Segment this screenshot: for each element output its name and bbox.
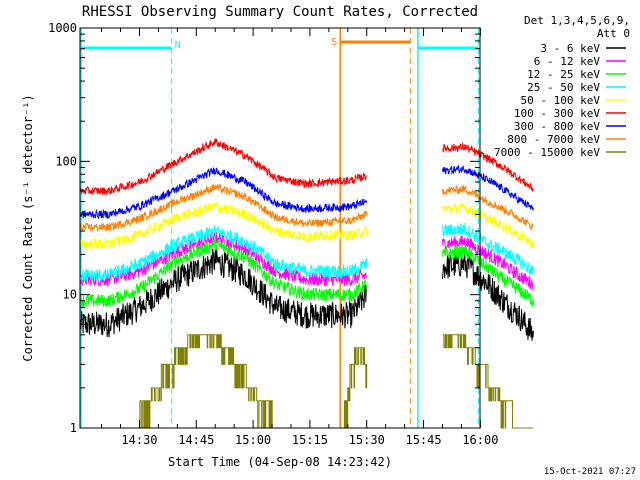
series-line (79, 237, 368, 308)
y-axis-label: Corrected Count Rate (s⁻¹ detector⁻¹) (21, 94, 35, 361)
series-line (442, 201, 534, 248)
x-tick-label: 14:30 (121, 433, 157, 447)
series-line (79, 202, 368, 250)
y-axis: 1 10 100 1000 (48, 21, 480, 435)
series-line (442, 244, 534, 308)
y-tick-label: 1 (70, 421, 77, 435)
series-line (79, 137, 367, 196)
x-tick-label: 16:00 (462, 433, 498, 447)
legend-item-label: 12 - 25 keV (527, 68, 600, 81)
series-line (79, 167, 368, 220)
series-line (79, 224, 368, 282)
series-line (79, 248, 367, 338)
series-line (442, 223, 534, 275)
legend-item-label: 25 - 50 keV (527, 81, 600, 94)
legend-item-label: 6 - 12 keV (534, 55, 601, 68)
y-tick-label: 100 (55, 154, 77, 168)
series-line (442, 184, 534, 232)
series-group (79, 137, 534, 429)
legend-item-label: 800 - 7000 keV (507, 133, 600, 146)
x-tick-label: 14:45 (178, 433, 214, 447)
x-tick-label: 15:15 (292, 433, 328, 447)
x-tick-label: 15:45 (405, 433, 441, 447)
x-axis-label: Start Time (04-Sep-08 14:23:42) (168, 455, 392, 469)
series-line (442, 235, 534, 291)
legend-title-line1: Det 1,3,4,5,6,9, (524, 14, 630, 27)
footer-timestamp: 15-Oct-2021 07:27 (544, 467, 636, 477)
legend-item-label: 7000 - 15000 keV (494, 146, 600, 159)
series-line (442, 141, 534, 192)
y-tick-label: 1000 (48, 21, 77, 35)
series-line (442, 252, 534, 341)
series-line (442, 334, 534, 429)
x-tick-label: 15:30 (349, 433, 385, 447)
x-axis: 14:30 14:45 15:00 15:15 15:30 15:45 16:00 (101, 28, 498, 447)
legend-item-label: 300 - 800 keV (514, 120, 600, 133)
x-tick-label: 15:00 (235, 433, 271, 447)
plot-frame (79, 27, 481, 429)
annotation-label: N (175, 40, 181, 51)
legend-item-label: 100 - 300 keV (514, 107, 600, 120)
legend-title-line2: Att 0 (597, 27, 630, 40)
legend-item-label: 50 - 100 keV (521, 94, 601, 107)
series-line (80, 183, 368, 233)
legend-item-label: 3 - 6 keV (540, 42, 600, 55)
chart-title: RHESSI Observing Summary Count Rates, Co… (82, 4, 478, 20)
annotation-label: S (331, 37, 337, 48)
series-line (442, 164, 534, 212)
series-line (80, 334, 368, 429)
y-tick-label: 10 (63, 288, 77, 302)
